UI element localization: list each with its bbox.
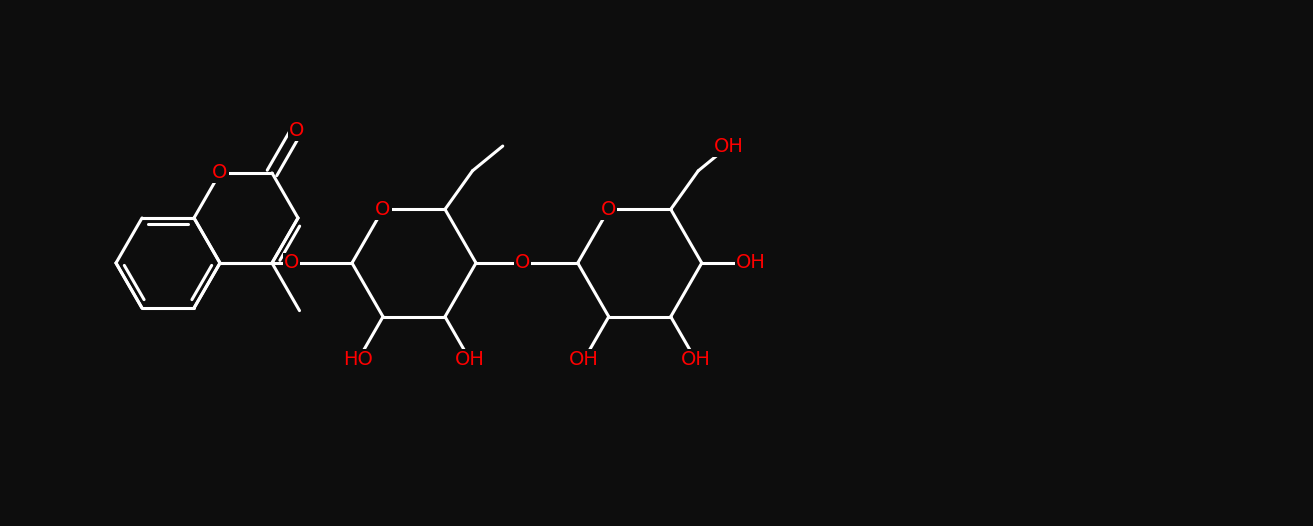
Text: HO: HO: [343, 350, 373, 369]
Text: O: O: [515, 254, 530, 272]
Text: OH: OH: [713, 137, 743, 156]
Text: OH: OH: [680, 350, 710, 369]
Text: O: O: [289, 120, 305, 139]
Text: OH: OH: [737, 254, 767, 272]
Text: O: O: [284, 254, 299, 272]
Text: OH: OH: [454, 350, 484, 369]
Text: O: O: [376, 200, 391, 219]
Text: O: O: [601, 200, 616, 219]
Text: OH: OH: [569, 350, 599, 369]
Text: O: O: [213, 164, 227, 183]
